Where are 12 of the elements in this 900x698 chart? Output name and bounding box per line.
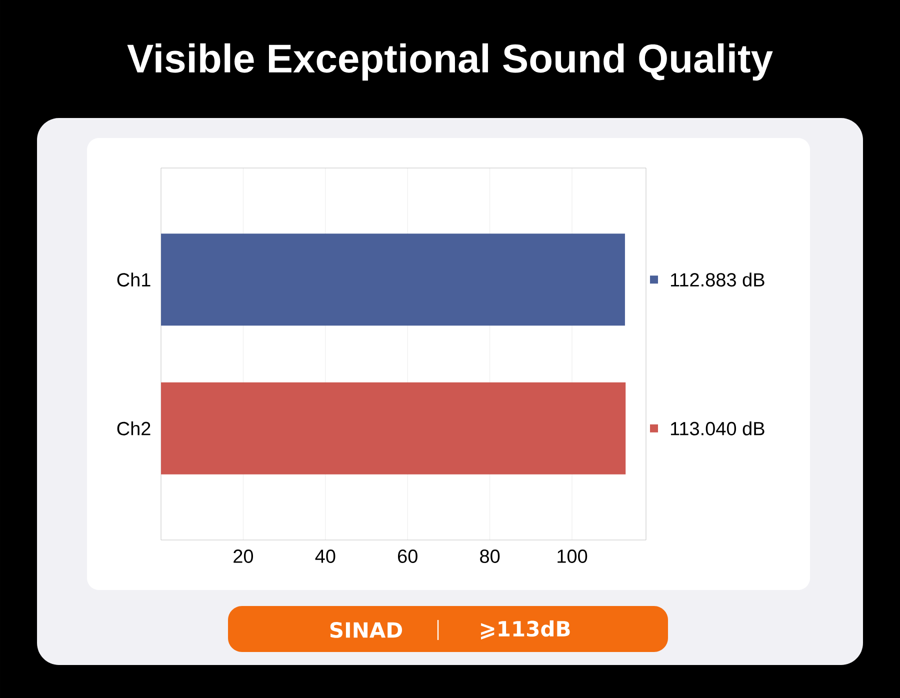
x-tick-label: 20 bbox=[234, 550, 254, 563]
data-label: 113.040 dB bbox=[670, 421, 764, 436]
text: SINAD bbox=[330, 622, 402, 638]
x-tick-label: 60 bbox=[398, 550, 418, 563]
y-tick-label: Ch2 bbox=[117, 421, 150, 436]
chart-title: Visible Exceptional Sound Quality bbox=[127, 43, 773, 81]
x-tick-label: 100 bbox=[558, 550, 588, 563]
data-label: 112.883 dB bbox=[670, 272, 764, 287]
text: ⩾113dB bbox=[480, 620, 570, 640]
x-tick-label: 80 bbox=[480, 550, 500, 563]
x-tick-label: 40 bbox=[315, 550, 336, 563]
y-tick-label: Ch1 bbox=[117, 272, 150, 287]
